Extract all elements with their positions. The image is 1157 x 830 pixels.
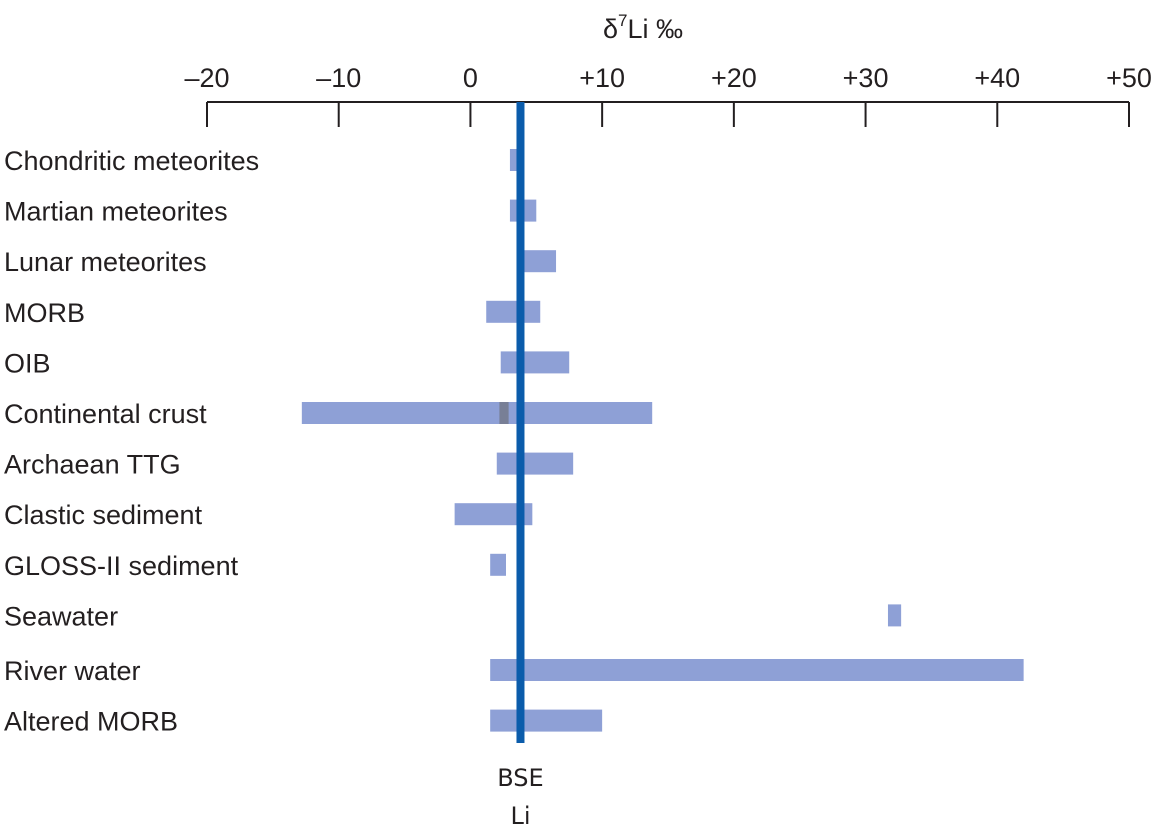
range-bar [301, 402, 653, 424]
category-labels: Chondritic meteorites Martian meteorites L… [4, 146, 259, 737]
category-label: Lunar meteorites [4, 247, 207, 277]
category-label: Archaean TTG [4, 450, 181, 480]
range-bar [500, 351, 570, 374]
x-tick-label: 0 [463, 63, 478, 93]
category-label: GLOSS-II sediment [4, 551, 239, 581]
range-bar [490, 659, 1024, 681]
category-label: Clastic sediment [4, 500, 203, 530]
category-label: MORB [4, 298, 85, 328]
range-bars [301, 149, 1024, 732]
range-bar [454, 503, 533, 526]
bse-reference: BSE Li [497, 102, 544, 830]
category-label: Martian meteorites [4, 197, 228, 227]
range-bar [490, 553, 506, 576]
range-bar [486, 300, 541, 323]
category-label: Continental crust [4, 399, 207, 429]
range-bar [496, 452, 574, 475]
category-label: Altered MORB [4, 707, 178, 737]
axis-title-superscript: 7 [618, 11, 627, 30]
axis-title: δ7Li ‰ [603, 11, 683, 44]
category-label: River water [4, 656, 141, 686]
x-tick-label: –20 [184, 63, 229, 93]
bse-label-element: Li [510, 802, 530, 830]
range-bar [490, 709, 603, 732]
x-tick-label: +50 [1106, 63, 1152, 93]
bse-label: BSE [497, 764, 543, 792]
category-label: Chondritic meteorites [4, 146, 259, 176]
range-bar [523, 250, 557, 273]
x-tick-label: –10 [316, 63, 361, 93]
x-tick-label: +40 [974, 63, 1020, 93]
x-tick-label: +20 [711, 63, 757, 93]
x-tick-label: +10 [579, 63, 625, 93]
category-label: OIB [4, 348, 51, 378]
axis-title-base: δ [603, 14, 618, 44]
highlight-bar [499, 402, 509, 424]
range-bar [887, 604, 902, 627]
axis-title-rest: Li ‰ [627, 14, 683, 44]
category-label: Seawater [4, 601, 118, 631]
x-axis: –20 –10 0 +10 +20 +30 +40 +50 [184, 63, 1152, 127]
x-tick-label: +30 [843, 63, 889, 93]
